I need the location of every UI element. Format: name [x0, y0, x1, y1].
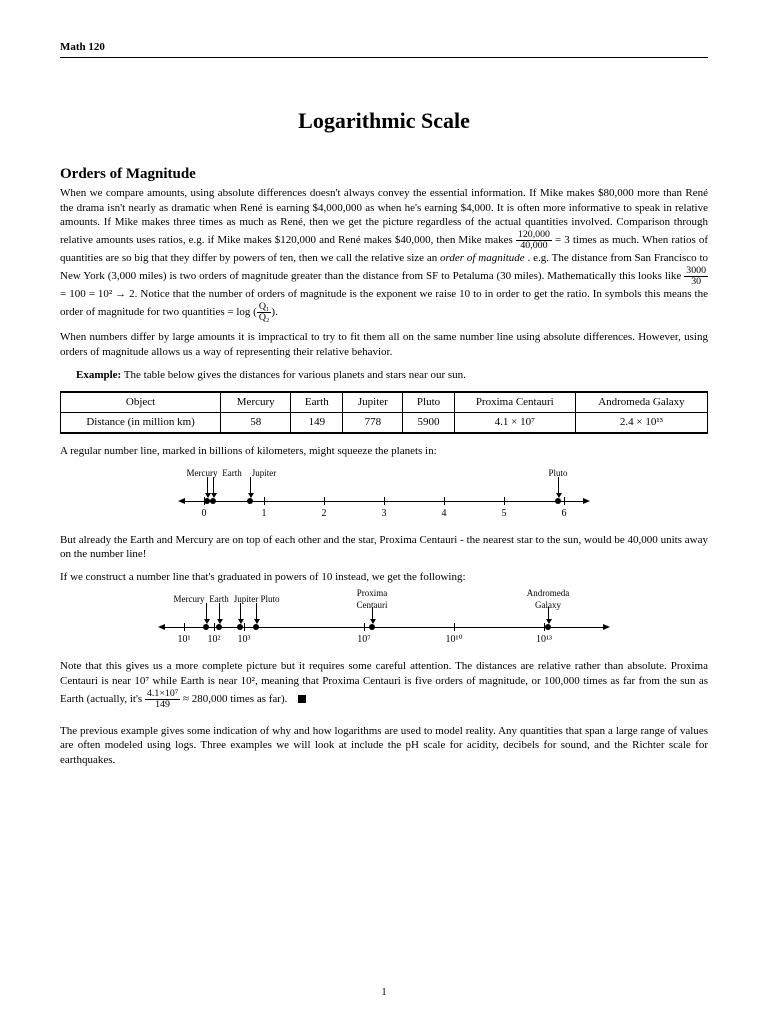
- tick: [184, 623, 185, 631]
- number-line-log: 10¹ 10² 10³ 10⁷ 10¹⁰ 10¹³ Mercury Earth JupiterP…: [164, 593, 604, 649]
- point-label: Andromeda Galaxy: [527, 587, 570, 611]
- tick-label: 10³: [238, 633, 251, 647]
- example-intro: Example: The table below gives the dista…: [76, 368, 708, 383]
- tick: [444, 497, 445, 505]
- intro-paragraph-2: When numbers differ by large amounts it …: [60, 330, 708, 360]
- tick-label: 10¹⁰: [445, 633, 462, 647]
- axis-line: [164, 627, 604, 628]
- point-label: Earth: [209, 593, 229, 605]
- qed-box: [298, 695, 306, 703]
- tick: [214, 623, 215, 631]
- table-row: Distance (in million km) 58 149 778 5900…: [61, 412, 708, 432]
- data-point: [369, 624, 375, 630]
- arrow-down-icon: [558, 477, 559, 497]
- point-label: Pluto: [548, 467, 567, 479]
- example-para-c: If we construct a number line that's gra…: [60, 570, 708, 585]
- number-line-linear-wrap: 0123456MercuryEarthJupiterPluto: [60, 467, 708, 523]
- tick-label: 2: [322, 507, 327, 521]
- tick-label: 1: [262, 507, 267, 521]
- tick: [454, 623, 455, 631]
- fraction-1: 120,00040,000: [516, 230, 552, 251]
- tick-label: 6: [562, 507, 567, 521]
- example-label: Example:: [76, 369, 121, 381]
- data-point: [545, 624, 551, 630]
- tick: [324, 497, 325, 505]
- tick: [364, 623, 365, 631]
- example-para-d: Note that this gives us a more complete …: [60, 659, 708, 710]
- data-point: [247, 498, 253, 504]
- intro-paragraph-1: When we compare amounts, using absolute …: [60, 186, 708, 323]
- tick-label: 3: [382, 507, 387, 521]
- table-row: Object Mercury Earth Jupiter Pluto Proxi…: [61, 392, 708, 412]
- tick: [384, 497, 385, 505]
- fraction-2: 300030: [684, 266, 708, 287]
- arrow-down-icon: [207, 477, 208, 497]
- closing-paragraph: The previous example gives some indicati…: [60, 724, 708, 769]
- log-fraction: Q₁Q₂: [257, 302, 272, 323]
- tick-label: 10⁷: [357, 633, 371, 647]
- tick-label: 0: [202, 507, 207, 521]
- tick-label: 4: [442, 507, 447, 521]
- arrow-down-icon: [213, 477, 214, 497]
- data-point: [210, 498, 216, 504]
- arrow-down-icon: [206, 603, 207, 623]
- point-label: Jupiter: [252, 467, 277, 479]
- document-title: Logarithmic Scale: [60, 106, 708, 136]
- tick-label: 10¹³: [536, 633, 552, 647]
- course-code: Math 120: [60, 41, 105, 53]
- example-para-a: A regular number line, marked in billion…: [60, 444, 708, 459]
- data-point: [555, 498, 561, 504]
- point-label: Pluto: [260, 593, 279, 605]
- tick-label: 10¹: [178, 633, 191, 647]
- data-point: [203, 624, 209, 630]
- arrow-down-icon: [256, 603, 257, 623]
- data-point: [253, 624, 259, 630]
- tick: [244, 623, 245, 631]
- data-point: [237, 624, 243, 630]
- arrow-down-icon: [240, 603, 241, 623]
- arrow-down-icon: [250, 477, 251, 497]
- tick-label: 5: [502, 507, 507, 521]
- page-header: Math 120: [60, 40, 708, 58]
- number-line-log-wrap: 10¹ 10² 10³ 10⁷ 10¹⁰ 10¹³ Mercury Earth JupiterP…: [60, 593, 708, 649]
- page: Math 120 Logarithmic Scale Orders of Mag…: [0, 0, 768, 1024]
- tick: [264, 497, 265, 505]
- number-line-linear: 0123456MercuryEarthJupiterPluto: [184, 467, 584, 523]
- example-para-b: But already the Earth and Mercury are on…: [60, 533, 708, 563]
- tick: [564, 497, 565, 505]
- data-point: [216, 624, 222, 630]
- arrow-down-icon: [219, 603, 220, 623]
- point-label: Earth: [222, 467, 242, 479]
- point-label: Proxima Centauri: [357, 587, 388, 611]
- fraction-3: 4.1×10⁷149: [145, 689, 180, 710]
- section-heading: Orders of Magnitude: [60, 164, 708, 184]
- tick: [504, 497, 505, 505]
- point-label: Mercury: [174, 593, 205, 605]
- italic-order-of-magnitude: order of magnitude: [440, 252, 525, 264]
- page-number: 1: [0, 985, 768, 1000]
- distance-table: Object Mercury Earth Jupiter Pluto Proxi…: [60, 391, 708, 434]
- point-label: Jupiter: [234, 593, 259, 605]
- tick-label: 10²: [208, 633, 221, 647]
